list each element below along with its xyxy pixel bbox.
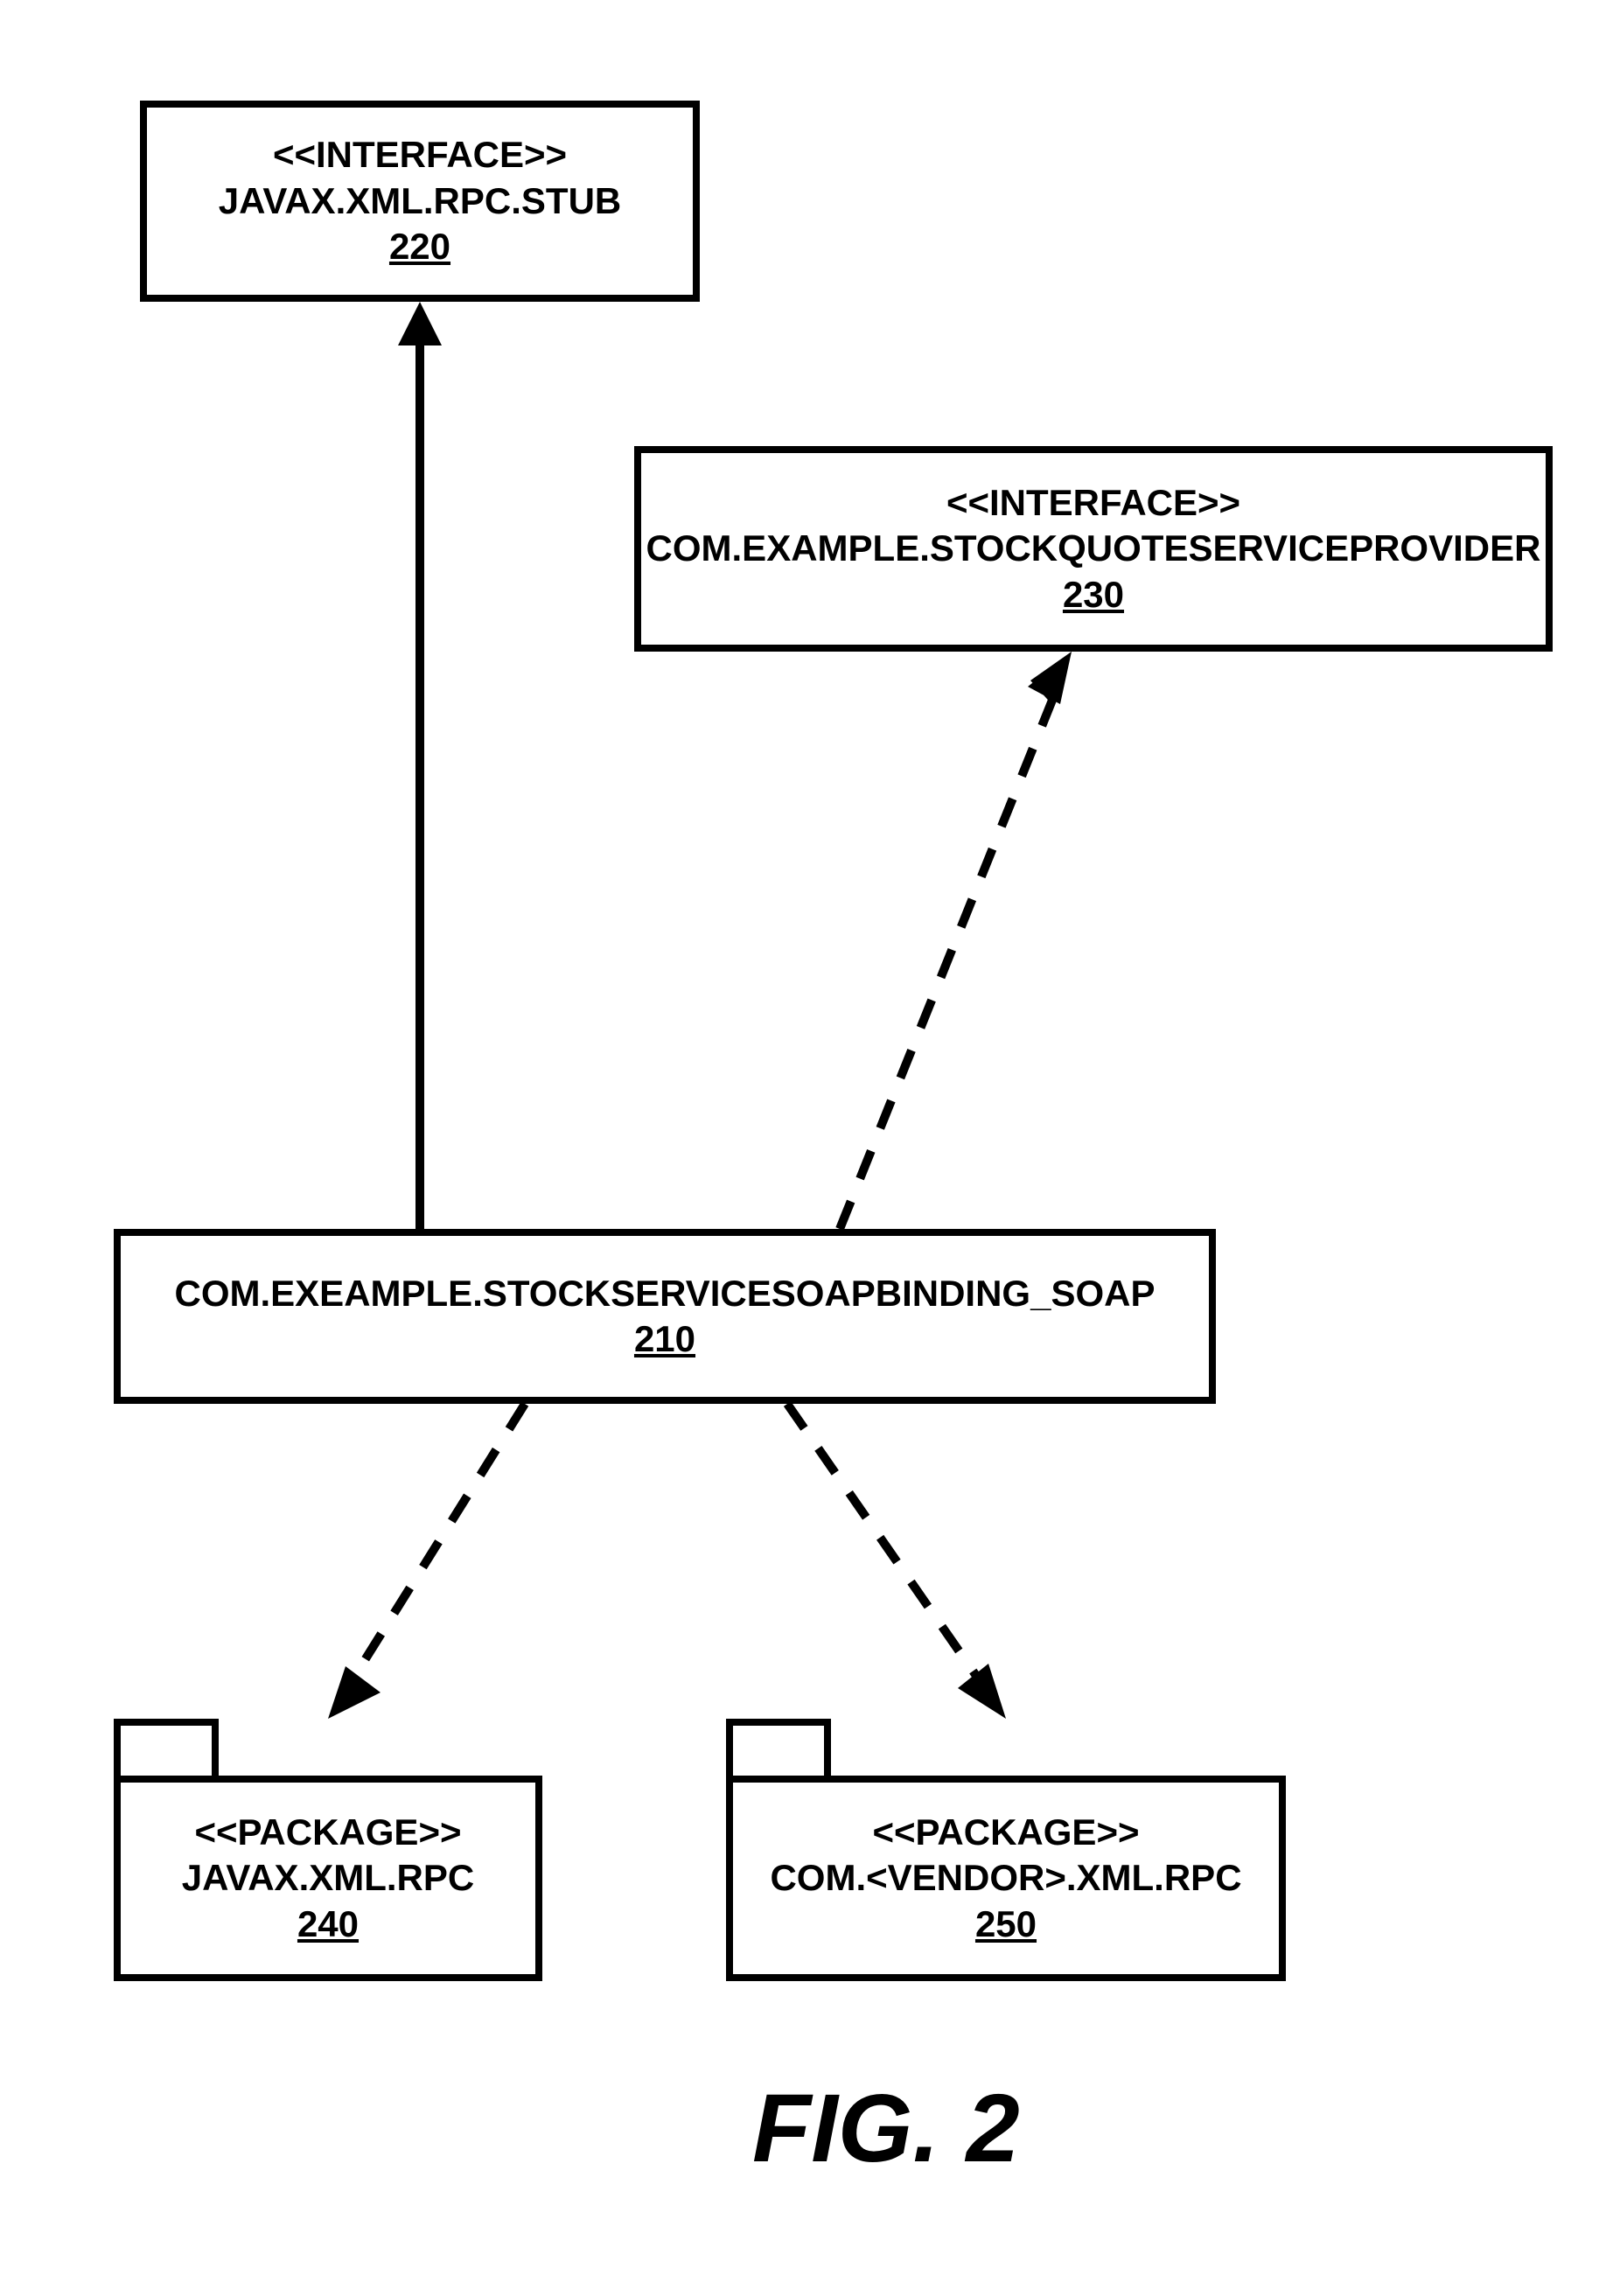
interface-stub-box: <<INTERFACE>> JAVAX.XML.RPC.STUB 220	[140, 101, 700, 302]
class-name: COM.EXEAMPLE.STOCKSERVICESOAPBINDING_SOA…	[175, 1271, 1156, 1317]
package-tab	[114, 1719, 219, 1783]
ref-number: 230	[1063, 572, 1124, 618]
diagram-canvas: <<INTERFACE>> JAVAX.XML.RPC.STUB 220 <<I…	[0, 0, 1606, 2296]
ref-number: 240	[297, 1902, 359, 1948]
stereotype: <<PACKAGE>>	[872, 1810, 1139, 1856]
stereotype: <<INTERFACE>>	[273, 132, 567, 178]
figure-label: FIG. 2	[752, 2073, 1020, 2184]
package-vendor-box: <<PACKAGE>> COM.<VENDOR>.XML.RPC 250	[726, 1776, 1286, 1981]
package-javax-box: <<PACKAGE>> JAVAX.XML.RPC 240	[114, 1776, 542, 1981]
ref-number: 220	[389, 224, 450, 270]
stereotype: <<PACKAGE>>	[194, 1810, 461, 1856]
interface-provider-box: <<INTERFACE>> COM.EXAMPLE.STOCKQUOTESERV…	[634, 446, 1553, 652]
class-name: JAVAX.XML.RPC.STUB	[219, 178, 621, 225]
class-name: COM.EXAMPLE.STOCKQUOTESERVICEPROVIDER	[646, 526, 1541, 572]
package-name: COM.<VENDOR>.XML.RPC	[770, 1855, 1241, 1902]
package-name: JAVAX.XML.RPC	[182, 1855, 474, 1902]
package-tab	[726, 1719, 831, 1783]
stereotype: <<INTERFACE>>	[946, 480, 1240, 527]
ref-number: 250	[975, 1902, 1037, 1948]
soap-binding-box: COM.EXEAMPLE.STOCKSERVICESOAPBINDING_SOA…	[114, 1229, 1216, 1404]
ref-number: 210	[634, 1316, 695, 1363]
